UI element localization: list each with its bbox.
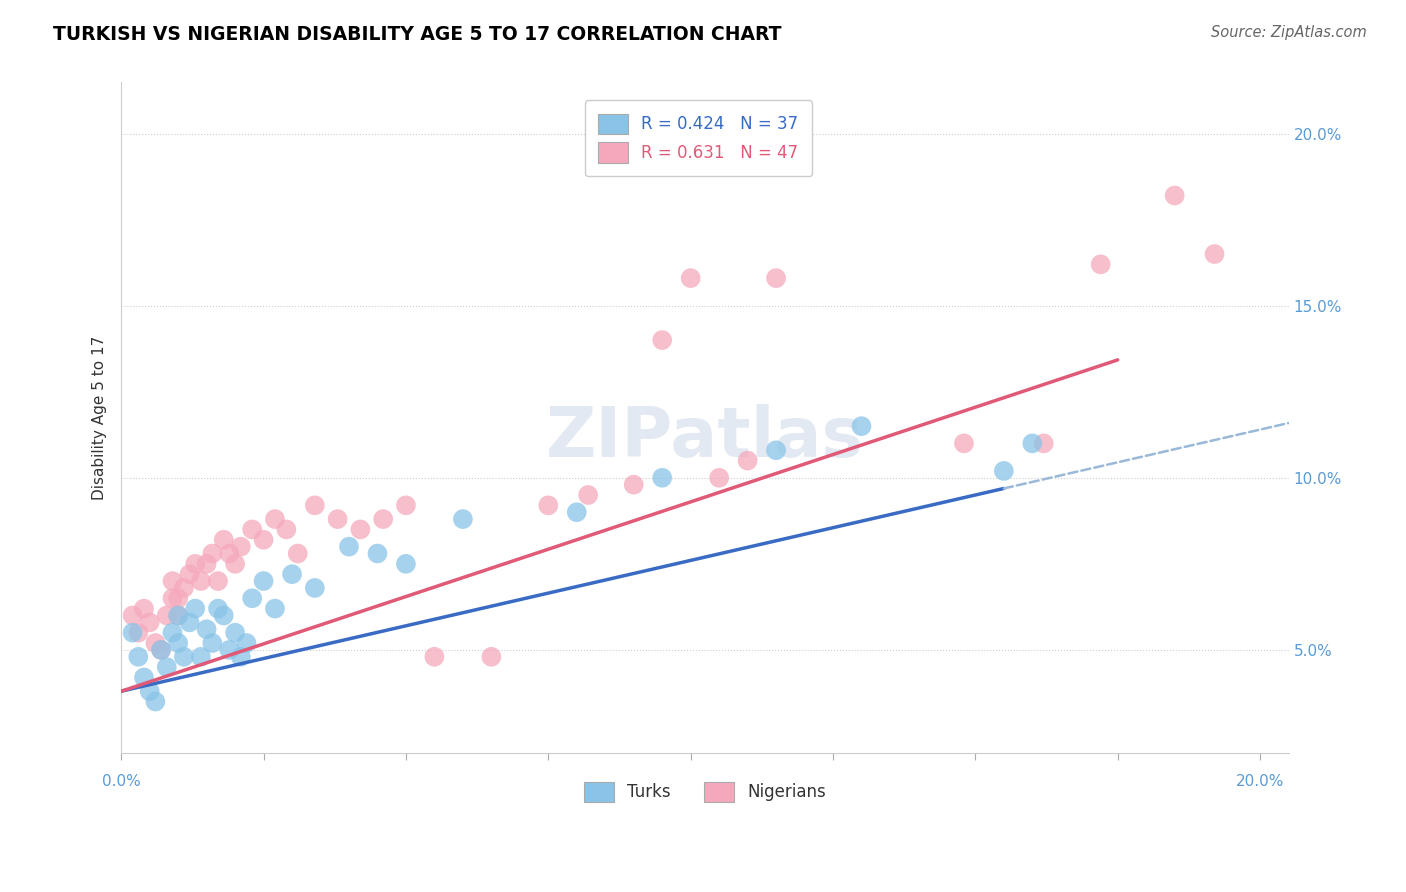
Point [224, 625, 246, 640]
Legend: Turks, Nigerians: Turks, Nigerians [576, 775, 832, 809]
Point [235, 636, 257, 650]
Point [264, 601, 287, 615]
Point [304, 499, 326, 513]
Point [252, 533, 274, 547]
Text: 0.0%: 0.0% [101, 774, 141, 789]
Point [337, 540, 360, 554]
Point [651, 471, 673, 485]
Point [1163, 188, 1185, 202]
Point [651, 333, 673, 347]
Point [173, 581, 195, 595]
Point [145, 636, 167, 650]
Text: Source: ZipAtlas.com: Source: ZipAtlas.com [1211, 25, 1367, 40]
Point [201, 547, 224, 561]
Point [195, 557, 218, 571]
Point [121, 625, 143, 640]
Point [349, 523, 371, 537]
Point [207, 574, 229, 588]
Point [326, 512, 349, 526]
Point [576, 488, 599, 502]
Point [565, 505, 588, 519]
Point [304, 581, 326, 595]
Text: ZIPatlas: ZIPatlas [546, 404, 863, 471]
Point [224, 557, 246, 571]
Point [1021, 436, 1043, 450]
Point [162, 591, 184, 606]
Point [623, 477, 645, 491]
Point [173, 649, 195, 664]
Point [212, 608, 235, 623]
Point [1032, 436, 1054, 450]
Point [287, 547, 309, 561]
Point [207, 601, 229, 615]
Point [167, 608, 190, 623]
Point [190, 649, 212, 664]
Point [993, 464, 1015, 478]
Point [167, 608, 190, 623]
Point [138, 615, 160, 630]
Point [1204, 247, 1226, 261]
Point [395, 499, 418, 513]
Point [707, 471, 730, 485]
Point [150, 643, 173, 657]
Point [479, 649, 502, 664]
Point [423, 649, 446, 664]
Point [167, 636, 190, 650]
Point [276, 523, 298, 537]
Point [1090, 257, 1112, 271]
Point [121, 608, 143, 623]
Point [765, 443, 787, 458]
Point [953, 436, 976, 450]
Point [190, 574, 212, 588]
Point [851, 419, 873, 434]
Point [240, 523, 263, 537]
Point [679, 271, 702, 285]
Point [218, 547, 240, 561]
Point [167, 591, 190, 606]
Point [162, 574, 184, 588]
Point [252, 574, 274, 588]
Text: TURKISH VS NIGERIAN DISABILITY AGE 5 TO 17 CORRELATION CHART: TURKISH VS NIGERIAN DISABILITY AGE 5 TO … [53, 25, 782, 44]
Point [195, 622, 218, 636]
Point [765, 271, 787, 285]
Point [218, 643, 240, 657]
Point [229, 649, 252, 664]
Point [156, 660, 179, 674]
Point [395, 557, 418, 571]
Point [179, 615, 201, 630]
Point [264, 512, 287, 526]
Point [162, 625, 184, 640]
Point [127, 625, 149, 640]
Point [201, 636, 224, 650]
Point [138, 684, 160, 698]
Point [150, 643, 173, 657]
Point [451, 512, 474, 526]
Point [373, 512, 395, 526]
Point [537, 499, 560, 513]
Point [229, 540, 252, 554]
Point [281, 567, 304, 582]
Point [184, 601, 207, 615]
Point [179, 567, 201, 582]
Point [240, 591, 263, 606]
Point [366, 547, 388, 561]
Point [145, 694, 167, 708]
Point [132, 601, 155, 615]
Text: 20.0%: 20.0% [1236, 774, 1284, 789]
Point [156, 608, 179, 623]
Point [132, 670, 155, 684]
Point [212, 533, 235, 547]
Point [737, 453, 759, 467]
Y-axis label: Disability Age 5 to 17: Disability Age 5 to 17 [93, 335, 107, 500]
Point [184, 557, 207, 571]
Point [127, 649, 149, 664]
